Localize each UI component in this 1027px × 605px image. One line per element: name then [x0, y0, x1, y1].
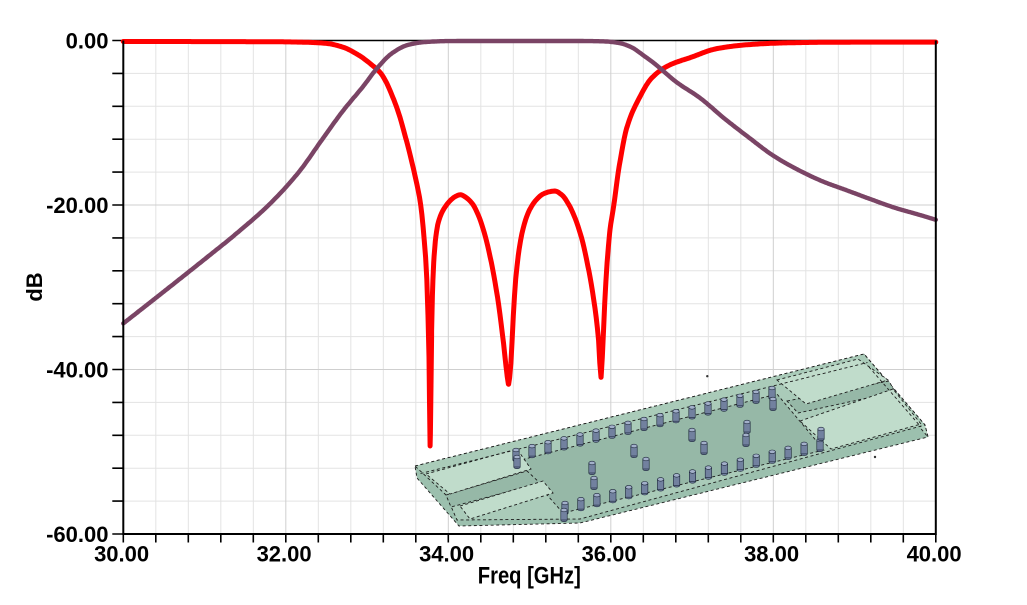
svg-text:40.00: 40.00	[907, 542, 962, 567]
svg-text:34.00: 34.00	[419, 542, 474, 567]
svg-text:-20.00: -20.00	[46, 193, 108, 218]
svg-text:32.00: 32.00	[257, 542, 312, 567]
svg-text:dB: dB	[22, 272, 47, 301]
svg-text:0.00: 0.00	[66, 28, 109, 53]
svg-text:30.00: 30.00	[94, 542, 149, 567]
svg-text:Freq [GHz]: Freq [GHz]	[478, 563, 581, 590]
svg-text:36.00: 36.00	[582, 542, 637, 567]
svg-text:38.00: 38.00	[744, 542, 799, 567]
svg-text:-60.00: -60.00	[46, 522, 108, 547]
svg-text:-40.00: -40.00	[46, 357, 108, 382]
